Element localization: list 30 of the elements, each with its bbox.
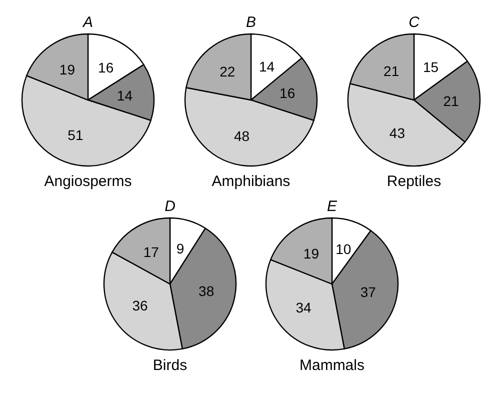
data-label: 22 [220, 63, 236, 80]
text: Birds [152, 357, 188, 374]
data-label: 21 [384, 62, 400, 79]
text: Mammals [298, 357, 366, 374]
data-label: 36 [132, 298, 148, 314]
data-label: 15 [423, 59, 439, 76]
chart-title: E [326, 198, 338, 215]
data-label: 17 [143, 244, 160, 260]
data-label: 19 [59, 61, 76, 78]
data-label: 14 [116, 87, 133, 104]
data-label: 10 [336, 240, 352, 257]
data-label: 21 [443, 93, 459, 110]
data-label: 19 [303, 245, 320, 262]
chart-title: B [244, 14, 257, 31]
text: Reptiles [386, 173, 442, 190]
data-label: 48 [234, 128, 250, 144]
text: Amphibians [210, 173, 292, 190]
data-label: 38 [198, 282, 214, 299]
data-label: 16 [98, 60, 114, 76]
chart-title: D [164, 198, 176, 215]
chart-title: A [81, 14, 94, 31]
data-label: 9 [176, 240, 184, 256]
data-label: 34 [296, 300, 312, 316]
data-label: 16 [280, 85, 296, 102]
data-label: 51 [68, 126, 84, 143]
chart-title: C [408, 14, 420, 31]
text: Angiosperms [43, 173, 133, 190]
data-label: 43 [389, 124, 406, 141]
data-label: 14 [258, 58, 275, 75]
data-label: 37 [360, 284, 376, 300]
